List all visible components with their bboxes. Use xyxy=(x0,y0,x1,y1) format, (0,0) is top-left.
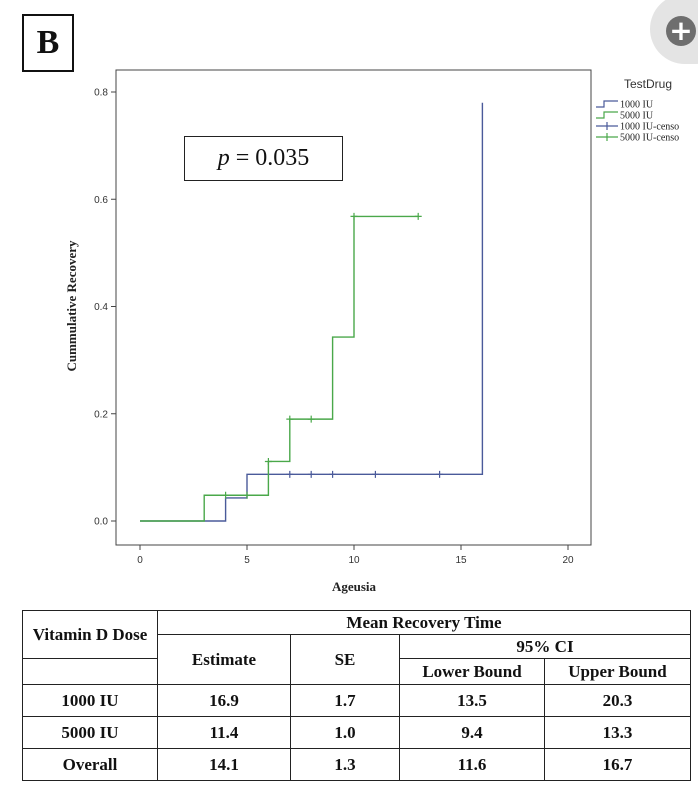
censor-mark xyxy=(414,212,422,220)
y-tick-label: 0.8 xyxy=(94,88,108,99)
x-axis-label: Ageusia xyxy=(332,579,377,594)
x-tick-label: 5 xyxy=(244,555,250,566)
table-row: Overall 14.1 1.3 11.6 16.7 xyxy=(22,748,691,781)
cell-se: 1.7 xyxy=(290,684,400,717)
censor-mark xyxy=(329,470,337,478)
cell-lower: 9.4 xyxy=(399,716,545,749)
cell-estimate: 11.4 xyxy=(157,716,291,749)
panel-label: B xyxy=(22,14,74,72)
legend-label: 5000 IU xyxy=(620,111,654,122)
cell-se: 1.3 xyxy=(290,748,400,781)
y-tick-label: 0.0 xyxy=(94,517,108,528)
censor-mark xyxy=(243,491,251,499)
y-tick-label: 0.2 xyxy=(94,409,108,420)
p-value-text: = 0.035 xyxy=(229,145,310,171)
survival-chart: 0 5 10 15 20 0.0 0.2 0.4 0.6 0.8 Ageusia Cummulat… xyxy=(64,69,679,594)
cell-lower: 11.6 xyxy=(399,748,545,781)
cell-upper: 16.7 xyxy=(544,748,691,781)
cell-se: 1.0 xyxy=(290,716,400,749)
zoom-plus-icon: + xyxy=(666,16,696,46)
x-tick-label: 15 xyxy=(455,555,467,566)
censor-mark xyxy=(307,415,315,423)
table-row: 5000 IU 11.4 1.0 9.4 13.3 xyxy=(22,716,691,749)
x-tick-label: 20 xyxy=(562,555,574,566)
cell-lower: 13.5 xyxy=(399,684,545,717)
header-estimate: Estimate xyxy=(157,634,291,685)
cell-estimate: 16.9 xyxy=(157,684,291,717)
recovery-time-table: Vitamin D Dose Mean Recovery Time Estima… xyxy=(22,610,691,781)
header-ci: 95% CI xyxy=(399,634,691,659)
y-axis-label: Cummulative Recovery xyxy=(64,240,79,372)
censor-mark xyxy=(264,457,272,465)
legend-label: 1000 IU-censo xyxy=(620,122,679,133)
table-row: 1000 IU 16.9 1.7 13.5 20.3 xyxy=(22,684,691,717)
censor-mark xyxy=(371,470,379,478)
legend-label: 5000 IU-censo xyxy=(620,133,679,144)
header-upper: Upper Bound xyxy=(544,658,691,685)
header-dose: Vitamin D Dose xyxy=(22,610,158,659)
cell-dose: 1000 IU xyxy=(22,684,158,717)
p-value-box: p = 0.035 xyxy=(184,136,343,181)
p-symbol: p xyxy=(217,145,230,171)
cell-estimate: 14.1 xyxy=(157,748,291,781)
series-line-5000-iu xyxy=(140,215,419,522)
header-blank xyxy=(22,658,158,685)
censor-mark xyxy=(286,470,294,478)
censor-mark xyxy=(286,415,294,423)
cell-upper: 13.3 xyxy=(544,716,691,749)
header-lower: Lower Bound xyxy=(399,658,545,685)
cell-upper: 20.3 xyxy=(544,684,691,717)
legend-title: TestDrug xyxy=(624,77,672,91)
x-tick-label: 10 xyxy=(348,555,360,566)
cell-dose: 5000 IU xyxy=(22,716,158,749)
header-se: SE xyxy=(290,634,400,685)
censor-mark xyxy=(436,470,444,478)
legend-swatch xyxy=(596,111,618,119)
censor-mark xyxy=(350,212,358,220)
legend-swatch xyxy=(596,100,618,108)
x-tick-label: 0 xyxy=(137,555,143,566)
censor-mark xyxy=(222,491,230,499)
cell-dose: Overall xyxy=(22,748,158,781)
legend-label: 1000 IU xyxy=(620,100,654,111)
y-tick-label: 0.4 xyxy=(94,302,108,313)
y-tick-label: 0.6 xyxy=(94,195,108,206)
censor-mark xyxy=(307,470,315,478)
header-mean-recovery: Mean Recovery Time xyxy=(157,610,691,635)
